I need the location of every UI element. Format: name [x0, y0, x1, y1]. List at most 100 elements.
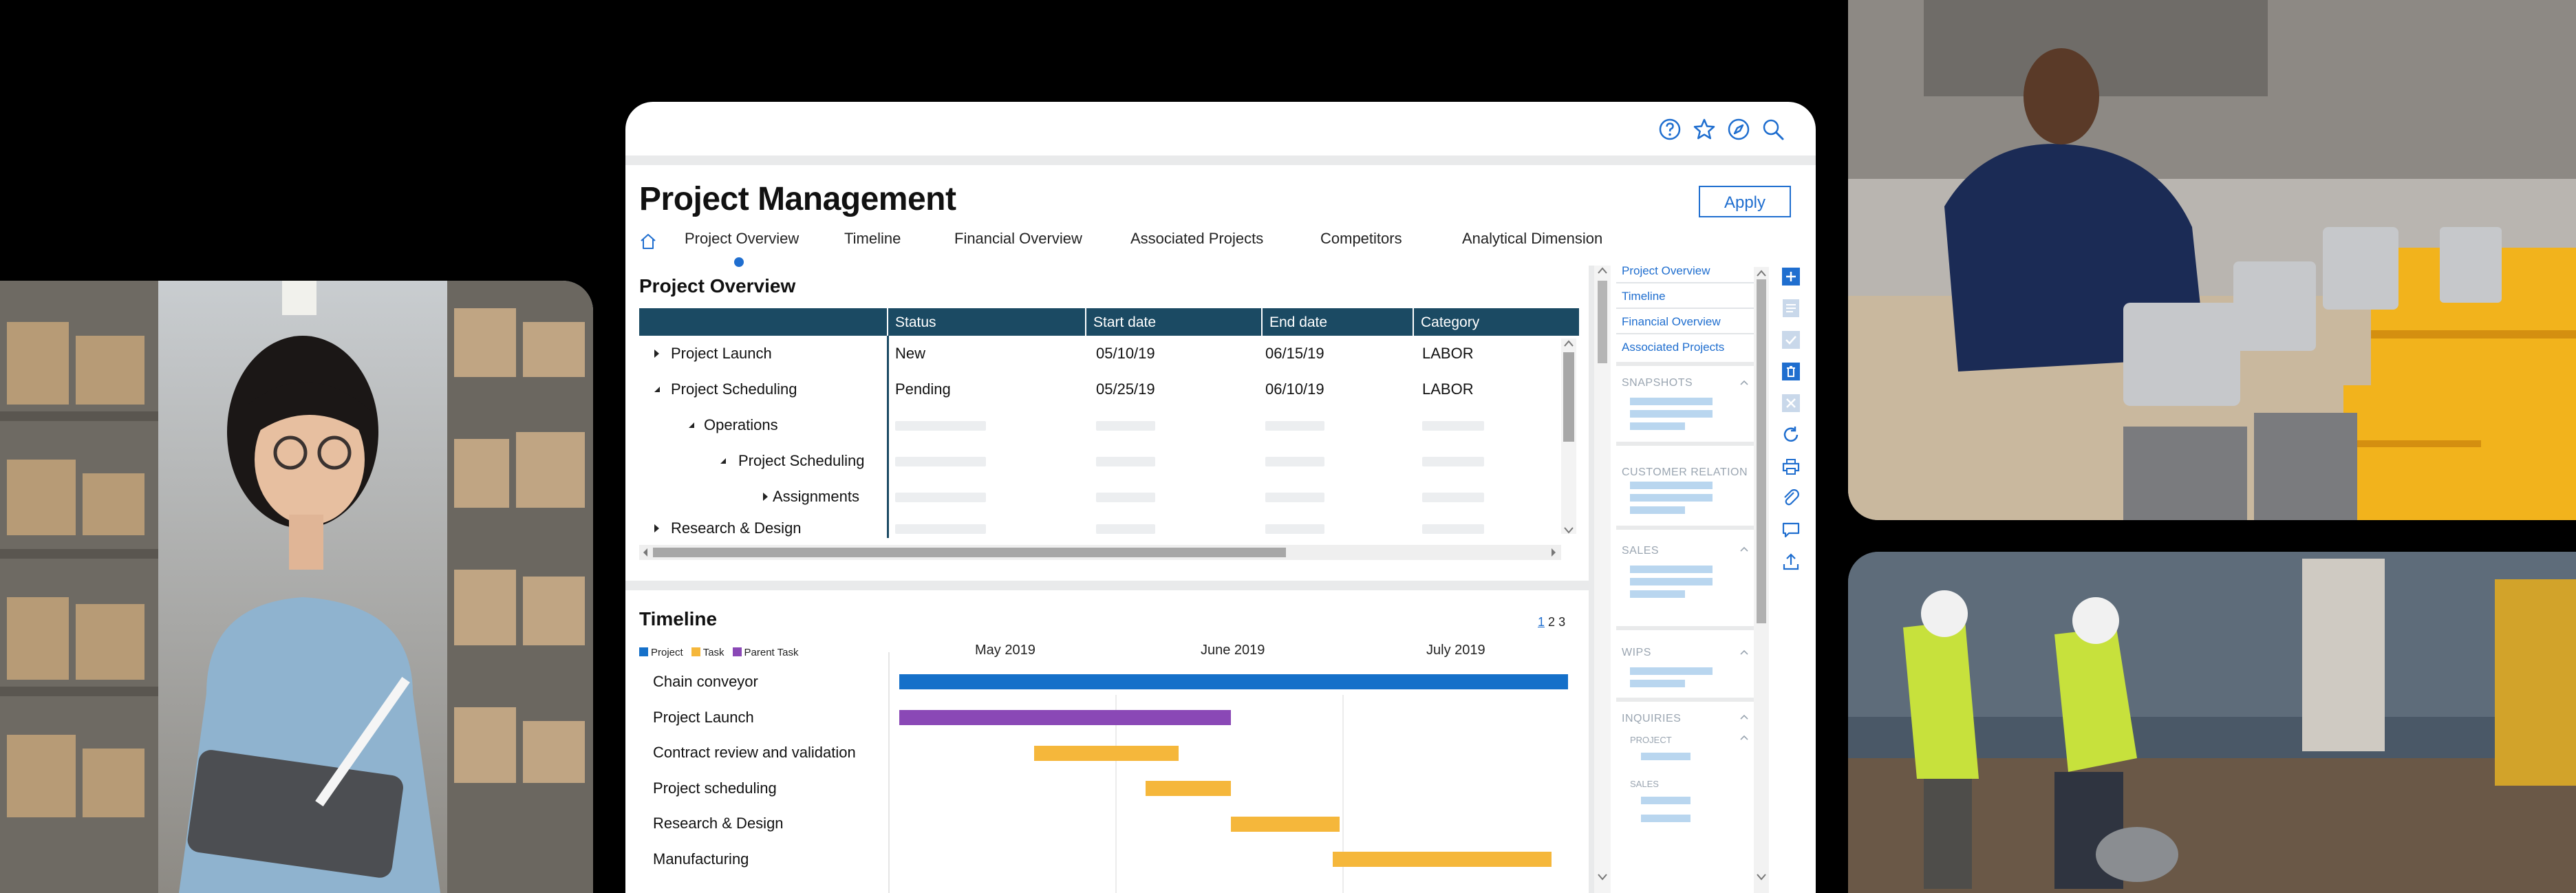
main-vertical-scrollbar[interactable]: [1594, 266, 1611, 893]
paperclip-icon[interactable]: [1780, 487, 1802, 509]
tab-timeline[interactable]: Timeline: [844, 230, 901, 247]
apply-button[interactable]: Apply: [1699, 186, 1791, 217]
help-circle-icon[interactable]: [1657, 117, 1682, 142]
star-icon[interactable]: [1692, 117, 1717, 142]
main-scroll-thumb[interactable]: [1598, 281, 1607, 363]
timeline-row-label: Project Launch: [653, 709, 754, 726]
side-link-timeline[interactable]: Timeline: [1622, 290, 1666, 303]
placeholder-bar: [1641, 797, 1690, 804]
column-header-status[interactable]: Status: [887, 308, 1085, 336]
search-icon[interactable]: [1761, 117, 1785, 142]
subsection-sales[interactable]: SALES: [1630, 779, 1659, 789]
collapse-arrow-icon[interactable]: [653, 372, 661, 420]
scroll-down-arrow-icon[interactable]: [1598, 874, 1607, 881]
section-snapshots[interactable]: SNAPSHOTS: [1622, 377, 1693, 389]
expand-arrow-icon[interactable]: [653, 336, 660, 385]
timeline-label-separator: [888, 652, 890, 893]
placeholder-bar: [1630, 566, 1713, 573]
table-row[interactable]: Project Scheduling: [639, 443, 1579, 479]
table-row[interactable]: Operations: [639, 407, 1579, 443]
grid-vertical-scroll-thumb[interactable]: [1563, 352, 1574, 442]
tree-column-separator: [887, 336, 889, 538]
column-header-end-date[interactable]: End date: [1261, 308, 1413, 336]
home-icon[interactable]: [639, 233, 657, 250]
project-management-window: Project Management Apply Project Overvie…: [625, 102, 1816, 893]
side-panel-scroll-thumb[interactable]: [1757, 279, 1766, 623]
gantt-bar-task[interactable]: [1333, 852, 1552, 867]
expand-arrow-icon[interactable]: [762, 479, 769, 528]
table-row[interactable]: Assignments: [639, 479, 1579, 515]
section-customer-relation[interactable]: CUSTOMER RELATION: [1622, 466, 1748, 478]
upload-icon[interactable]: [1780, 550, 1802, 572]
header-divider: [625, 155, 1816, 165]
page-link[interactable]: 2: [1548, 615, 1556, 629]
comment-icon[interactable]: [1780, 519, 1802, 541]
gantt-bar-task[interactable]: [1146, 781, 1231, 796]
tab-competitors[interactable]: Competitors: [1320, 230, 1402, 247]
tab-analytical-dimension[interactable]: Analytical Dimension: [1462, 230, 1603, 247]
tab-project-overview[interactable]: Project Overview: [685, 230, 799, 247]
row-name: Operations: [704, 416, 778, 433]
chevron-up-icon[interactable]: [1740, 546, 1748, 552]
table-row[interactable]: Project Scheduling Pending 05/25/19 06/1…: [639, 372, 1579, 407]
chevron-up-icon[interactable]: [1740, 735, 1748, 740]
divider: [1616, 333, 1754, 334]
page-link[interactable]: 1: [1538, 615, 1545, 629]
row-category: LABOR: [1422, 380, 1474, 398]
section-sales[interactable]: SALES: [1622, 545, 1660, 557]
page-link[interactable]: 3: [1558, 615, 1566, 629]
tab-associated-projects[interactable]: Associated Projects: [1130, 230, 1264, 247]
plus-icon[interactable]: [1780, 266, 1802, 288]
placeholder-bar: [1630, 667, 1713, 675]
document-icon[interactable]: [1780, 297, 1802, 319]
side-link-associated-projects[interactable]: Associated Projects: [1622, 341, 1725, 354]
loading-placeholder: [1265, 493, 1324, 502]
tab-bar: Project Overview Timeline Financial Over…: [625, 230, 1602, 257]
scroll-down-arrow-icon[interactable]: [1564, 527, 1574, 534]
placeholder-bar: [1630, 482, 1713, 489]
chevron-up-icon[interactable]: [1740, 714, 1748, 720]
project-overview-grid: Status Start date End date Category Proj…: [639, 308, 1579, 566]
side-link-financial-overview[interactable]: Financial Overview: [1622, 315, 1721, 328]
scroll-left-arrow-icon[interactable]: [642, 548, 649, 557]
side-link-project-overview[interactable]: Project Overview: [1622, 264, 1710, 277]
panel-separator: [1589, 266, 1594, 893]
compass-icon[interactable]: [1726, 117, 1751, 142]
refresh-icon[interactable]: [1780, 424, 1802, 446]
chevron-up-icon[interactable]: [1740, 380, 1748, 385]
expand-arrow-icon[interactable]: [653, 515, 660, 539]
gantt-bar-task[interactable]: [1231, 817, 1340, 832]
loading-placeholder: [895, 493, 986, 502]
scroll-up-arrow-icon[interactable]: [1598, 267, 1607, 274]
column-header-category[interactable]: Category: [1413, 308, 1579, 336]
loading-placeholder: [1422, 524, 1484, 534]
timeline-row-label: Contract review and validation: [653, 744, 856, 761]
subsection-project[interactable]: PROJECT: [1630, 735, 1672, 745]
collapse-arrow-icon[interactable]: [687, 407, 696, 456]
gantt-bar-parent-task[interactable]: [899, 710, 1231, 725]
column-header-start-date[interactable]: Start date: [1085, 308, 1261, 336]
scroll-up-arrow-icon[interactable]: [1564, 340, 1574, 347]
table-row[interactable]: Project Launch New 05/10/19 06/15/19 LAB…: [639, 336, 1579, 372]
print-icon[interactable]: [1780, 455, 1802, 477]
close-icon[interactable]: [1780, 392, 1802, 414]
loading-placeholder: [1422, 493, 1484, 502]
scroll-right-arrow-icon[interactable]: [1550, 548, 1557, 557]
row-status: Pending: [895, 380, 951, 398]
gantt-bar-task[interactable]: [1034, 746, 1179, 761]
snapshot-placeholder: [1630, 398, 1713, 405]
grid-horizontal-scroll-thumb[interactable]: [653, 548, 1286, 557]
gantt-bar-project[interactable]: [899, 674, 1568, 689]
loading-placeholder: [895, 524, 986, 534]
top-toolbar: [625, 102, 1816, 157]
section-inquiries[interactable]: INQUIRIES: [1622, 713, 1682, 724]
chevron-up-icon[interactable]: [1740, 649, 1748, 655]
tab-financial-overview[interactable]: Financial Overview: [954, 230, 1082, 247]
scroll-up-arrow-icon[interactable]: [1757, 270, 1766, 277]
trash-icon[interactable]: [1780, 361, 1802, 383]
section-wips[interactable]: WIPS: [1622, 647, 1651, 658]
checkmark-icon[interactable]: [1780, 329, 1802, 351]
scroll-down-arrow-icon[interactable]: [1757, 874, 1766, 881]
collapse-arrow-icon[interactable]: [719, 443, 727, 492]
table-row[interactable]: Research & Design: [639, 515, 1579, 539]
